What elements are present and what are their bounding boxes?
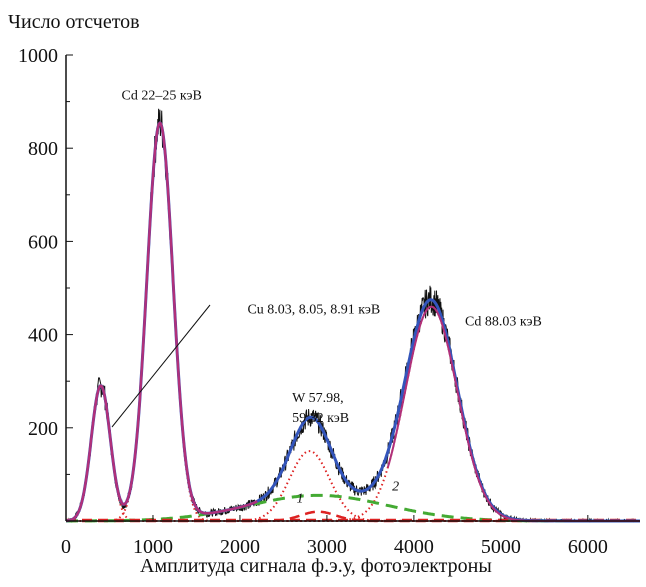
cu-leader-line [111, 304, 211, 428]
annotation-7: 2 [392, 480, 399, 495]
annotation-4: W 57.98, [292, 391, 343, 406]
y-tick-label-600: 600 [28, 231, 58, 253]
y-tick-label-200: 200 [28, 418, 58, 440]
axes-layer [65, 55, 640, 522]
x-axis-label: Амплитуда сигнала ф.э.у, фотоэлектроны [140, 555, 492, 577]
y-tick-label-400: 400 [28, 325, 58, 347]
peak-component-3 [66, 450, 640, 522]
peak-component-1 [65, 384, 640, 522]
annotation-2: Cu 8.03, 8.05, 8.91 кэВ [247, 303, 380, 318]
background-curve-2 [66, 493, 640, 523]
x-tick-label-5000: 5000 [481, 536, 521, 558]
x-tick-label-4000: 4000 [394, 536, 434, 558]
annotation-layer: Cd 22–25 кэВ Cu 8.03, 8.05, 8.91 кэВ Cd 88… [122, 88, 542, 506]
annotation-5: 59.32 кэВ [292, 411, 349, 426]
annotation-3: Cd 88.03 кэВ [465, 314, 542, 329]
y-axis-label: Число отсчетов [8, 11, 140, 33]
x-tick-label-1000: 1000 [133, 536, 173, 558]
annotation-6: 1 [296, 491, 303, 506]
x-tick-label-6000: 6000 [568, 536, 608, 558]
y-tick-label-800: 800 [28, 138, 58, 160]
annotation-1: Cd 22–25 кэВ [122, 88, 202, 103]
y-tick-label-1000: 1000 [18, 45, 58, 67]
x-tick-label-2000: 2000 [220, 536, 260, 558]
tick-layer: 0 1000 2000 3000 4000 5000 6000 200 400 600 800 100… [18, 45, 608, 558]
x-tick-label-0: 0 [61, 536, 71, 558]
cd88-component-line [386, 305, 640, 522]
x-tick-label-3000: 3000 [307, 536, 347, 558]
component-fit-line [65, 121, 258, 523]
